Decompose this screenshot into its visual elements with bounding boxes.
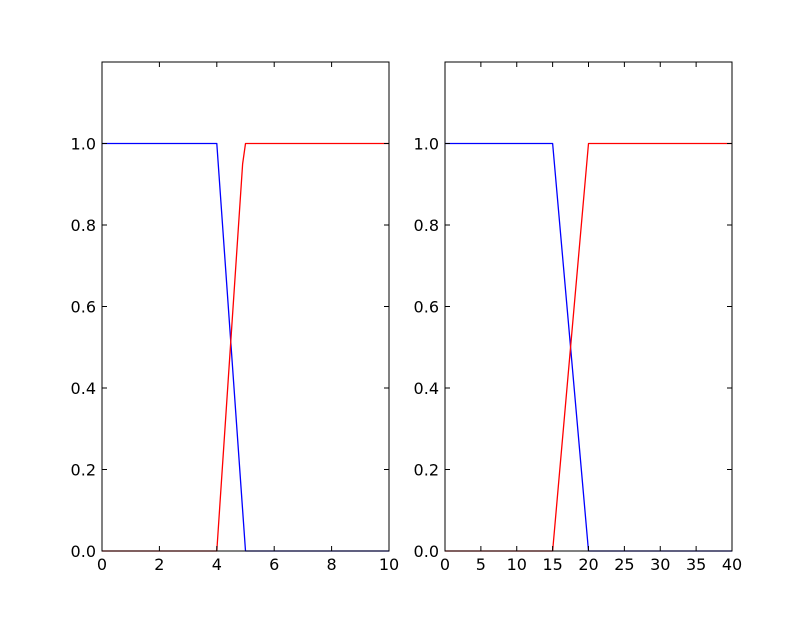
y-tick-label: 1.0 bbox=[414, 135, 439, 154]
series-line-red bbox=[102, 142, 389, 552]
axes-frame bbox=[101, 61, 390, 552]
x-tick-label: 6 bbox=[269, 555, 279, 574]
y-tick-label: 0.2 bbox=[71, 461, 96, 480]
y-tick-label: 0.0 bbox=[71, 542, 96, 561]
y-tick-label: 0.2 bbox=[414, 461, 439, 480]
y-tick-label: 0.0 bbox=[414, 542, 439, 561]
y-tick-label: 0.8 bbox=[414, 216, 439, 235]
x-tick-label: 15 bbox=[542, 555, 562, 574]
series-group bbox=[445, 142, 732, 552]
x-tick-label: 20 bbox=[578, 555, 598, 574]
x-tick-label: 2 bbox=[154, 555, 164, 574]
series-line-red bbox=[445, 142, 732, 552]
x-tick-label: 0 bbox=[440, 555, 450, 574]
x-tick-label: 10 bbox=[507, 555, 527, 574]
y-tick-label: 0.6 bbox=[414, 298, 439, 317]
series-line-blue bbox=[102, 142, 389, 552]
x-tick-label: 8 bbox=[327, 555, 337, 574]
subplot-left: 0 2 4 6 8 10 0.0 0.2 0.4 0.6 0.8 1.0 bbox=[71, 61, 399, 574]
y-tick-label: 1.0 bbox=[71, 135, 96, 154]
y-tick-label: 0.6 bbox=[71, 298, 96, 317]
subplot-right: 0 5 10 15 20 25 30 35 40 0.0 0.2 0.4 0.6 0.8 1.0 bbox=[414, 61, 742, 574]
x-tick-label: 10 bbox=[379, 555, 399, 574]
series-line-blue bbox=[445, 142, 732, 552]
x-tick-label: 0 bbox=[97, 555, 107, 574]
x-tick-label: 4 bbox=[212, 555, 222, 574]
x-tick-label: 25 bbox=[614, 555, 634, 574]
y-tick-label: 0.4 bbox=[414, 379, 439, 398]
x-tick-label: 40 bbox=[722, 555, 742, 574]
y-tick-label: 0.8 bbox=[71, 216, 96, 235]
series-group bbox=[102, 142, 389, 552]
axes-frame bbox=[444, 61, 733, 552]
x-tick-label: 30 bbox=[650, 555, 670, 574]
x-tick-label: 35 bbox=[686, 555, 706, 574]
y-tick-label: 0.4 bbox=[71, 379, 96, 398]
x-tick-label: 5 bbox=[476, 555, 486, 574]
